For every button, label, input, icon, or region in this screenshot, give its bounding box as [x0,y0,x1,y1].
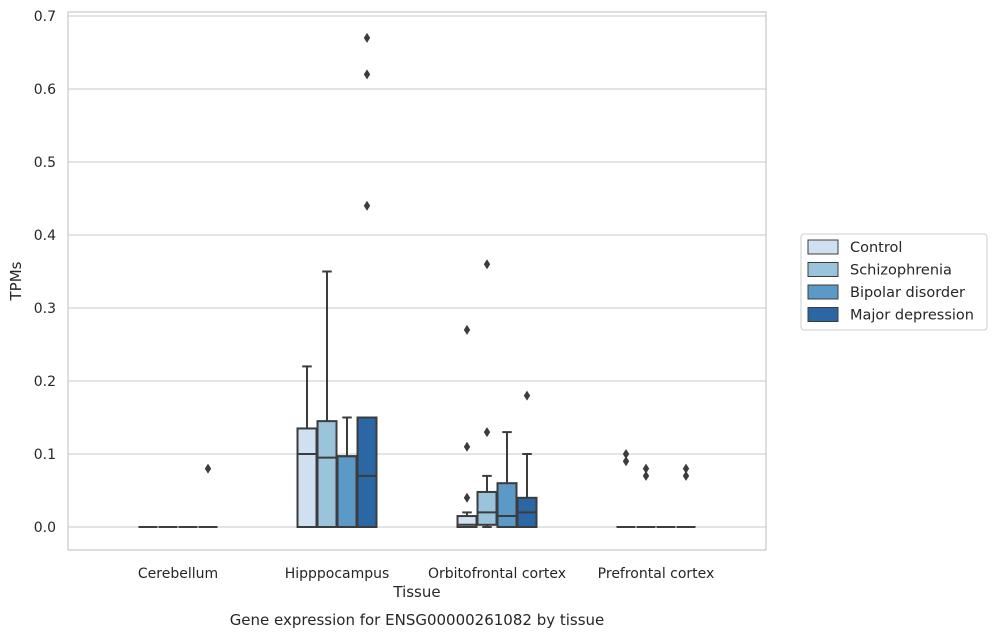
box-body [356,416,378,528]
outlier-point [642,470,650,481]
box-body [316,420,338,528]
box-hipppocampus-schizophrenia [316,270,338,528]
plot-frame [67,11,767,551]
outlier-point [463,324,471,335]
box-prefrontal-cortex-major-depression [676,463,696,528]
chart-caption: Gene expression for ENSG00000261082 by t… [230,611,605,629]
legend-swatch [807,239,839,255]
outlier-point [363,69,371,80]
y-tick-label: 0.5 [34,155,56,171]
legend-label: Schizophrenia [850,263,952,279]
x-tick-label: Hipppocampus [285,566,390,582]
box-plot-area [138,32,696,529]
legend-label: Control [850,240,902,256]
box-body [296,427,318,529]
box-hipppocampus-major-depression [356,32,378,528]
y-tick-label: 0.3 [34,301,56,317]
x-axis-title: Tissue [392,583,440,601]
outlier-point [463,441,471,452]
outlier-point [622,449,630,459]
box-hipppocampus-control [296,365,318,529]
box-cerebellum-major-depression [198,463,218,528]
legend-swatch [807,284,839,300]
legend-label: Major depression [850,308,974,324]
outlier-point [682,470,690,481]
y-tick-label: 0.6 [34,82,56,98]
legend-swatch [807,307,839,322]
y-tick-label: 0.2 [34,374,56,390]
outlier-point [463,492,471,503]
box-orbitofrontal-cortex-major-depression [516,390,538,528]
outlier-point [622,456,630,467]
x-tick-label: Cerebellum [138,566,218,582]
y-tick-label: 0.0 [34,520,56,536]
x-tick-labels: Cerebellum Hipppocampus Orbitofrontal cort… [138,566,714,582]
y-tick-labels: 0.0 0.1 0.2 0.3 0.4 0.5 0.6 0.7 [34,9,56,536]
outlier-point [483,427,491,438]
outlier-point [682,463,690,474]
outlier-point [363,32,371,43]
box-body [336,455,358,528]
legend-items: Control Schizophrenia Bipolar disorder Majo… [807,239,974,324]
legend-label: Bipolar disorder [850,285,965,301]
y-tick-label: 0.7 [34,9,56,25]
legend: Control Schizophrenia Bipolar disorder Majo… [800,233,988,331]
x-tick-label: Prefrontal cortex [598,566,715,582]
legend-frame [800,233,988,331]
y-axis-title: TPMs [7,261,25,301]
box-prefrontal-cortex-schizophrenia [636,463,656,528]
y-tick-label: 0.4 [34,228,56,244]
outlier-point [642,463,650,474]
outlier-point [363,200,371,211]
outlier-point [523,390,531,401]
y-tick-label: 0.1 [34,447,56,463]
box-body [496,482,518,529]
legend-swatch [807,262,839,277]
box-orbitofrontal-cortex-bipolar-disorder [496,431,518,529]
box-prefrontal-cortex-control [616,449,636,528]
outlier-point [204,463,212,474]
box-orbitofrontal-cortex-control [456,324,478,528]
box-body [476,490,498,526]
x-tick-label: Orbitofrontal cortex [428,566,566,582]
outlier-point [483,259,491,270]
